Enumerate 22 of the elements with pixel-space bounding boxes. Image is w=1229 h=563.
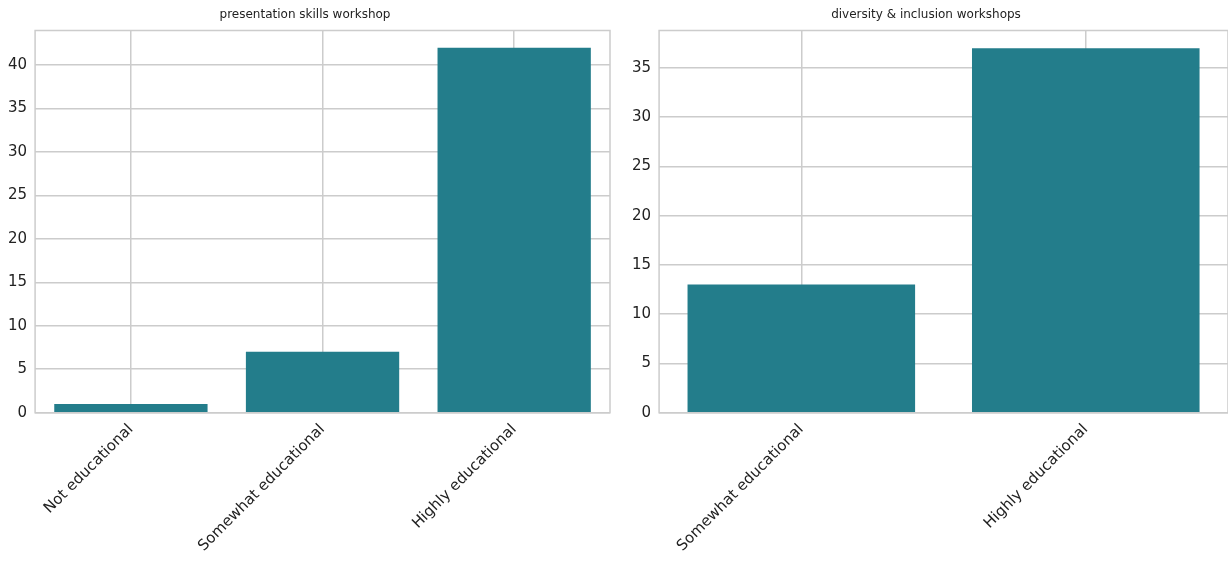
y-tick-label: 20 [7, 228, 28, 247]
y-tick-label: 35 [7, 98, 28, 117]
y-tick-label: 0 [17, 402, 28, 421]
y-tick-label: 5 [17, 359, 28, 378]
bar [245, 351, 400, 412]
y-tick-label: 10 [7, 315, 28, 334]
y-tick-label: 35 [631, 57, 652, 76]
y-tick-label: 0 [641, 402, 652, 421]
y-tick-label: 30 [7, 141, 28, 160]
y-tick-label: 30 [631, 107, 652, 125]
y-tick-label: 5 [641, 353, 652, 372]
y-tick-label: 40 [7, 55, 28, 74]
y-tick-label: 25 [631, 156, 652, 175]
chart-title: diversity & inclusion workshops [831, 7, 1021, 22]
y-tick-label: 15 [631, 254, 652, 273]
y-tick-label: 15 [7, 272, 28, 291]
y-tick-label: 20 [631, 205, 652, 224]
chart-title: presentation skills workshop [219, 7, 391, 22]
y-tick-label: 10 [631, 304, 652, 323]
bar [437, 47, 591, 412]
y-tick-label: 25 [7, 185, 28, 204]
bar [54, 404, 208, 412]
